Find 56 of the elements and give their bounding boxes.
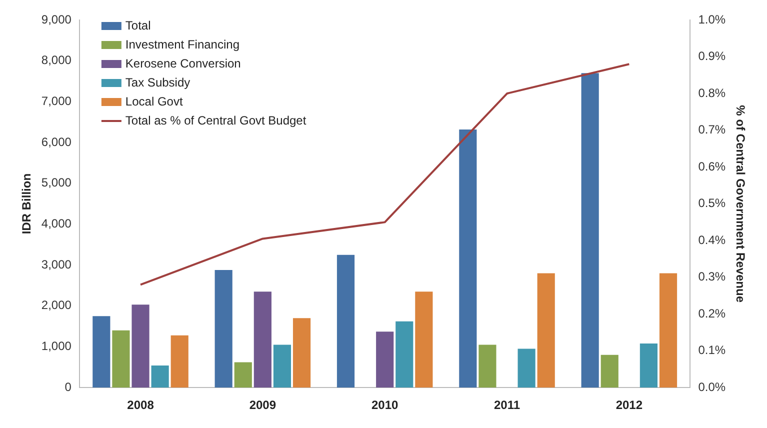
bar	[600, 354, 618, 388]
y-tick-label: 3,000	[41, 257, 72, 272]
x-tick-label: 2009	[249, 398, 276, 412]
y2-tick-label: 0.8%	[698, 86, 726, 100]
y2-tick-label: 0.3%	[698, 270, 726, 284]
bar	[415, 292, 433, 388]
legend-label: Total	[125, 18, 151, 32]
bar	[132, 304, 150, 388]
y2-axis-title: % of Central Government Revenue	[733, 105, 748, 303]
bar	[396, 321, 414, 388]
bar	[151, 366, 169, 388]
y2-tick-label: 0.6%	[698, 159, 726, 174]
y2-tick-label: 0.0%	[698, 380, 726, 394]
bar	[518, 348, 536, 388]
bar	[376, 332, 394, 388]
bar	[336, 254, 355, 388]
bar	[478, 344, 496, 388]
y-tick-label: 8,000	[41, 53, 72, 68]
x-tick-label: 2011	[494, 398, 520, 412]
bar	[112, 330, 130, 388]
bar	[581, 73, 599, 388]
y-tick-label: 2,000	[41, 298, 72, 312]
y-tick-label: 1,000	[41, 339, 72, 354]
y2-tick-label: 0.7%	[698, 122, 726, 137]
bar	[659, 273, 678, 388]
bar	[234, 362, 252, 388]
x-tick-label: 2012	[616, 398, 643, 412]
y-tick-label: 7,000	[41, 94, 72, 108]
bar	[273, 344, 292, 388]
y-tick-label: 0	[64, 380, 72, 394]
legend-label: Local Govt	[125, 94, 184, 108]
y-axis-title: IDR Billion	[20, 173, 34, 234]
bar	[214, 270, 232, 388]
y-tick-label: 4,000	[41, 216, 72, 231]
y2-tick-label: 0.9%	[698, 49, 726, 64]
bar	[292, 318, 311, 388]
y-tick-label: 9,000	[41, 12, 72, 26]
legend-label: Total as % of Central Govt Budget	[125, 113, 307, 128]
bar	[92, 316, 110, 388]
y2-tick-label: 0.5%	[698, 196, 726, 210]
y2-tick-label: 0.4%	[698, 232, 726, 247]
legend-label: Kerosene Conversion	[125, 56, 241, 70]
bar	[254, 292, 272, 388]
y2-tick-label: 0.2%	[698, 306, 726, 320]
y-tick-label: 5,000	[41, 176, 72, 190]
bar	[170, 335, 188, 388]
y2-tick-label: 0.1%	[698, 343, 726, 358]
x-tick-label: 2008	[127, 398, 154, 412]
bar	[459, 129, 477, 388]
x-tick-label: 2010	[371, 398, 399, 412]
legend-label: Investment Financing	[125, 37, 240, 52]
y-tick-label: 6,000	[41, 134, 72, 149]
bar	[537, 273, 555, 388]
bar	[640, 343, 658, 388]
y2-tick-label: 1.0%	[698, 12, 726, 26]
legend-label: Tax Subsidy	[125, 75, 190, 90]
